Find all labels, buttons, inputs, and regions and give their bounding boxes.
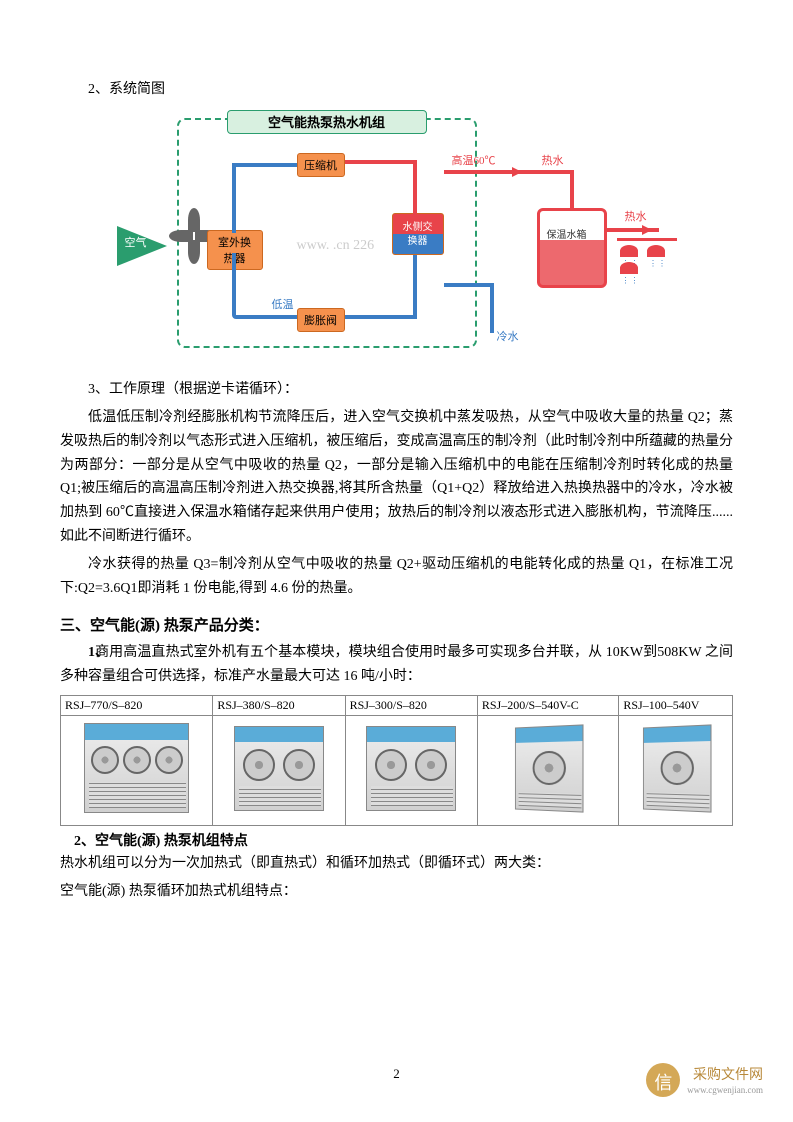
footer-url: www.cgwenjian.com — [687, 1085, 763, 1095]
pipe-blue-2 — [232, 163, 236, 233]
pipe-blue-8 — [490, 283, 494, 333]
tank-label: 保温水箱 — [547, 226, 587, 241]
sub-2-p2: 空气能(源) 热泵循环加热式机组特点： — [60, 880, 733, 904]
footer-branding: 采购文件网 www.cgwenjian.com — [646, 1063, 763, 1097]
pipe-red-1 — [345, 160, 417, 164]
product-header-4: RSJ–200/S–540V-C — [477, 695, 619, 715]
footer-logo-icon — [646, 1063, 680, 1097]
hot-arrow-2 — [642, 225, 652, 235]
hvac-unit-icon-4 — [515, 724, 584, 812]
section-3-paragraph-2: 冷水获得的热量 Q3=制冷剂从空气中吸收的热量 Q2+驱动压缩机的电能转化成的热… — [60, 553, 733, 601]
hot-arrow-1 — [512, 167, 522, 177]
product-header-3: RSJ–300/S–820 — [345, 695, 477, 715]
tank-water-level — [540, 240, 604, 285]
heading-3: 三、空气能(源) 热泵产品分类： — [60, 614, 733, 635]
fan-icon — [179, 208, 209, 264]
h3-num: 1、 — [60, 641, 95, 665]
product-header-1: RSJ–770/S–820 — [61, 695, 213, 715]
section-3-title: 3、工作原理（根据逆卡诺循环）： — [60, 378, 733, 398]
high-temp-label: 高温60℃ — [452, 152, 496, 168]
compressor-box: 压缩机 — [297, 153, 345, 177]
pipe-blue-1 — [232, 163, 297, 167]
pipe-red-5 — [570, 170, 574, 210]
expansion-valve-box: 膨胀阀 — [297, 308, 345, 332]
pipe-blue-4 — [232, 315, 297, 319]
air-label: 空气 — [125, 234, 147, 250]
table-image-row — [61, 715, 733, 825]
product-header-5: RSJ–100–540V — [619, 695, 733, 715]
shower-icons: ⋮⋮ ⋮⋮ ⋮⋮ — [617, 238, 677, 279]
sub-2-heading: 2、空气能(源) 热泵机组特点 — [60, 830, 733, 850]
product-table: RSJ–770/S–820 RSJ–380/S–820 RSJ–300/S–82… — [60, 695, 733, 826]
section-3-paragraph-1: 低温低压制冷剂经膨胀机构节流降压后，进入空气交换机中蒸发吸热，从空气中吸收大量的… — [60, 406, 733, 549]
sub-2-p1: 热水机组可以分为一次加热式（即直热式）和循环加热式（即循环式）两大类： — [60, 852, 733, 876]
pipe-red-2 — [413, 160, 417, 216]
pipe-blue-6 — [413, 255, 417, 319]
hvac-unit-icon-3 — [366, 726, 456, 811]
h3-text: 商用高温直热式室外机有五个基本模块，模块组合使用时最多可实现多台并联，从 10K… — [60, 645, 733, 684]
pipe-blue-3 — [232, 253, 236, 315]
low-temp-label: 低温 — [272, 296, 294, 312]
pipe-blue-5 — [345, 315, 417, 319]
product-image-3 — [345, 715, 477, 825]
hot-water-label-2: 热水 — [625, 208, 647, 224]
product-image-1 — [61, 715, 213, 825]
tank-box — [537, 208, 607, 288]
hvac-unit-icon-2 — [234, 726, 324, 811]
watermark-text: www. .cn 226 — [297, 238, 375, 254]
table-header-row: RSJ–770/S–820 RSJ–380/S–820 RSJ–300/S–82… — [61, 695, 733, 715]
page-number: 2 — [393, 1066, 400, 1082]
section-2-title: 2、系统简图 — [60, 78, 733, 98]
system-diagram: 空气能热泵热水机组 空气 压缩机 室外换热器 膨胀阀 水侧交换器 保温水箱 ⋮⋮ — [117, 108, 677, 358]
hot-water-label-1: 热水 — [542, 152, 564, 168]
product-header-2: RSJ–380/S–820 — [213, 695, 345, 715]
heading-3-intro: 1、商用高温直热式室外机有五个基本模块，模块组合使用时最多可实现多台并联，从 1… — [60, 641, 733, 689]
pipe-blue-7 — [444, 283, 494, 287]
diagram-title: 空气能热泵热水机组 — [227, 110, 427, 134]
hvac-unit-icon-5 — [643, 724, 712, 812]
footer-name: 采购文件网 — [693, 1068, 763, 1083]
hvac-unit-icon-1 — [84, 723, 189, 813]
pipe-red-3 — [444, 170, 544, 174]
product-image-5 — [619, 715, 733, 825]
product-image-2 — [213, 715, 345, 825]
water-heat-exchanger-box: 水侧交换器 — [392, 213, 444, 255]
product-image-4 — [477, 715, 619, 825]
cold-water-label: 冷水 — [497, 328, 519, 344]
